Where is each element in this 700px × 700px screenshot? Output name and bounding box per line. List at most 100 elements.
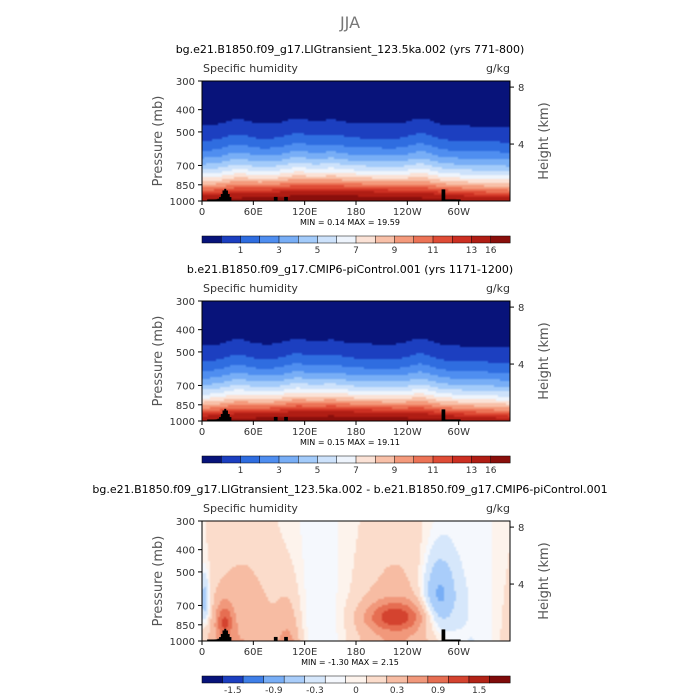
min-max-label: MIN = 0.14 MAX = 19.59	[300, 218, 400, 227]
terrain-bar	[448, 639, 451, 641]
colorbar-swatch	[283, 675, 306, 684]
colorbar-swatch	[242, 675, 265, 684]
colorbar-swatch	[452, 455, 472, 464]
colorbar-swatch	[222, 675, 244, 684]
y2-tick-label: 4	[518, 580, 524, 591]
terrain-bar	[222, 190, 225, 201]
terrain-bar	[219, 637, 222, 641]
terrain-bar	[229, 197, 232, 201]
colorbar-swatch	[366, 675, 388, 684]
x-tick-label: 0	[199, 647, 205, 658]
terrain-bar	[227, 194, 230, 201]
panel-1: bg.e21.B1850.f09_g17.LIGtransient_123.5k…	[151, 43, 552, 256]
figure-title: JJA	[339, 13, 360, 32]
contour-field	[202, 81, 510, 201]
terrain-bar	[451, 419, 454, 421]
colorbar-swatch	[432, 235, 453, 244]
terrain-bar	[224, 188, 227, 201]
x-tick-label: 0	[199, 427, 205, 438]
units-label: g/kg	[486, 62, 510, 75]
terrain-bar	[207, 199, 210, 201]
terrain-bar	[224, 408, 227, 421]
colorbar-label: 16	[485, 466, 497, 476]
x-tick-label: 120E	[292, 207, 317, 218]
y-tick-label: 400	[176, 326, 195, 337]
colorbar-label: 7	[353, 466, 359, 476]
y-tick-label: 700	[176, 381, 195, 392]
terrain-bar	[455, 199, 458, 201]
colorbar-label: 0.3	[390, 686, 404, 696]
colorbar-swatch	[240, 455, 261, 464]
colorbar-swatch	[304, 675, 326, 684]
colorbar-swatch	[490, 455, 511, 464]
y2-axis-title: Height (km)	[537, 322, 552, 399]
y-tick-label: 400	[176, 546, 195, 557]
terrain-bar	[453, 419, 456, 421]
terrain-bar	[213, 199, 216, 201]
y-tick-label: 850	[176, 621, 195, 632]
terrain-bar	[207, 639, 210, 641]
colorbar-swatch	[263, 675, 285, 684]
terrain-bar	[222, 410, 225, 421]
colorbar-label: 3	[276, 466, 282, 476]
terrain-bar	[215, 639, 218, 641]
colorbar-swatch	[221, 235, 241, 244]
x-tick-label: 120W	[393, 647, 422, 658]
terrain-bar	[443, 189, 446, 201]
terrain-bar	[446, 419, 449, 421]
terrain-bar	[450, 199, 453, 201]
terrain-bar	[284, 636, 287, 641]
x-tick-label: 60E	[244, 427, 263, 438]
terrain-bar	[220, 414, 223, 421]
x-tick-label: 180	[346, 427, 365, 438]
terrain-mask	[207, 408, 461, 421]
colorbar-swatch	[432, 455, 453, 464]
terrain-bar	[444, 419, 447, 421]
units-label: g/kg	[486, 502, 510, 515]
terrain-bar	[213, 419, 216, 421]
panel-title: bg.e21.B1850.f09_g17.LIGtransient_123.5k…	[176, 43, 525, 56]
terrain-bar	[458, 639, 461, 641]
x-tick-label: 180	[346, 207, 365, 218]
y-tick-label: 300	[176, 297, 195, 308]
colorbar-swatch	[355, 235, 376, 244]
terrain-bar	[273, 196, 276, 201]
terrain-bar	[285, 196, 288, 201]
colorbar-swatch	[375, 455, 395, 464]
colorbar-label: 11	[427, 246, 438, 256]
terrain-bar	[220, 634, 223, 641]
y-tick-label: 500	[176, 568, 195, 579]
x-tick-label: 180	[346, 647, 365, 658]
terrain-bar	[217, 638, 220, 641]
terrain-bar	[210, 639, 213, 641]
colorbar-swatch	[413, 455, 434, 464]
colorbar-label: 9	[392, 466, 398, 476]
colorbar-swatch	[394, 235, 415, 244]
colorbar-label: 7	[353, 246, 359, 256]
terrain-bar	[210, 199, 213, 201]
terrain-bar	[441, 409, 444, 421]
colorbar-swatch	[221, 455, 241, 464]
colorbar-swatch	[427, 675, 449, 684]
terrain-bar	[441, 189, 444, 201]
colorbar-label: 13	[466, 246, 477, 256]
y-axis-title: Pressure (mb)	[151, 96, 166, 187]
terrain-bar	[219, 197, 222, 201]
terrain-bar	[458, 419, 461, 421]
colorbar-swatch	[259, 235, 280, 244]
colorbar-label: 0	[353, 686, 359, 696]
y-axis-title: Pressure (mb)	[151, 316, 166, 407]
colorbar-swatch	[448, 675, 470, 684]
terrain-bar	[212, 419, 215, 421]
colorbar: -1.5 -0.9 -0.3 0 0.3 0.9 1.5	[201, 675, 511, 696]
y2-axis-title: Height (km)	[537, 542, 552, 619]
y-tick-label: 700	[176, 601, 195, 612]
terrain-bar	[212, 639, 215, 641]
terrain-bar	[273, 636, 276, 641]
terrain-bar	[285, 636, 288, 641]
colorbar-swatch	[355, 455, 376, 464]
y2-tick-label: 4	[518, 360, 524, 371]
terrain-bar	[275, 196, 278, 201]
terrain-bar	[275, 416, 278, 421]
